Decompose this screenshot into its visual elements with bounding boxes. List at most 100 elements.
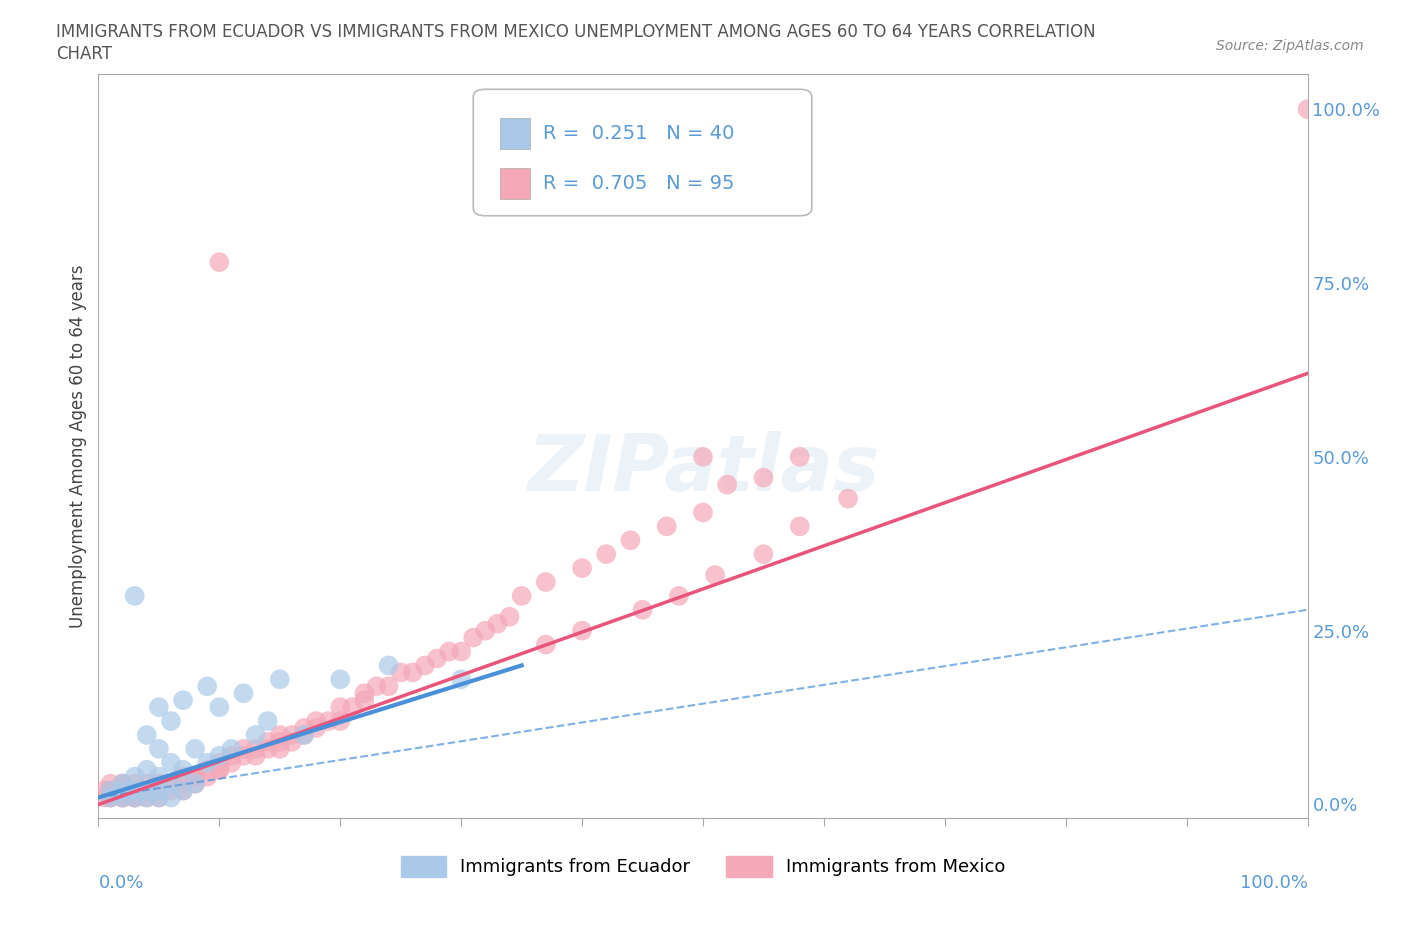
Point — [353, 685, 375, 700]
Point — [111, 783, 134, 798]
Point — [389, 665, 412, 680]
Point — [269, 735, 291, 750]
Point — [124, 783, 146, 798]
Point — [148, 769, 170, 784]
Point — [148, 741, 170, 756]
Point — [124, 790, 146, 805]
Point — [316, 713, 339, 728]
Point — [342, 699, 364, 714]
Point — [100, 783, 122, 798]
Text: ZIPatlas: ZIPatlas — [527, 431, 879, 507]
Point — [305, 721, 328, 736]
Point — [111, 790, 134, 805]
Point — [172, 777, 194, 791]
Point — [463, 631, 485, 645]
Point — [160, 790, 183, 805]
Point — [595, 547, 617, 562]
Point — [402, 665, 425, 680]
Point — [148, 777, 170, 791]
Point — [195, 679, 218, 694]
Point — [111, 783, 134, 798]
Point — [752, 547, 775, 562]
Point — [111, 777, 134, 791]
Point — [124, 777, 146, 791]
Point — [631, 603, 654, 618]
Point — [221, 749, 243, 764]
Point — [245, 749, 267, 764]
Point — [208, 763, 231, 777]
Point — [135, 783, 157, 798]
Point — [160, 777, 183, 791]
Point — [172, 769, 194, 784]
FancyBboxPatch shape — [474, 89, 811, 216]
Point — [269, 727, 291, 742]
Point — [184, 777, 207, 791]
Point — [498, 609, 520, 624]
Point — [184, 769, 207, 784]
Point — [93, 783, 115, 798]
Point — [305, 713, 328, 728]
Point — [160, 755, 183, 770]
Point — [329, 713, 352, 728]
Point — [148, 783, 170, 798]
Point — [752, 471, 775, 485]
Point — [135, 783, 157, 798]
Text: R =  0.705   N = 95: R = 0.705 N = 95 — [543, 174, 735, 193]
Text: IMMIGRANTS FROM ECUADOR VS IMMIGRANTS FROM MEXICO UNEMPLOYMENT AMONG AGES 60 TO : IMMIGRANTS FROM ECUADOR VS IMMIGRANTS FR… — [56, 23, 1095, 41]
Text: Source: ZipAtlas.com: Source: ZipAtlas.com — [1216, 39, 1364, 53]
FancyBboxPatch shape — [501, 118, 530, 149]
Point — [474, 623, 496, 638]
Point — [281, 735, 304, 750]
Point — [184, 741, 207, 756]
Point — [111, 777, 134, 791]
Point — [124, 769, 146, 784]
Point — [450, 644, 472, 659]
Point — [195, 763, 218, 777]
Point — [124, 790, 146, 805]
Point — [486, 617, 509, 631]
Point — [148, 699, 170, 714]
Point — [135, 777, 157, 791]
Point — [100, 783, 122, 798]
Point — [232, 741, 254, 756]
Point — [100, 777, 122, 791]
Point — [377, 658, 399, 673]
Point — [245, 727, 267, 742]
FancyBboxPatch shape — [501, 168, 530, 199]
Point — [135, 790, 157, 805]
Point — [245, 741, 267, 756]
Legend: Immigrants from Ecuador, Immigrants from Mexico: Immigrants from Ecuador, Immigrants from… — [394, 848, 1012, 884]
Point — [426, 651, 449, 666]
Point — [281, 727, 304, 742]
Point — [413, 658, 436, 673]
Point — [221, 755, 243, 770]
Point — [195, 755, 218, 770]
Point — [160, 777, 183, 791]
Point — [366, 679, 388, 694]
Point — [184, 769, 207, 784]
Text: CHART: CHART — [56, 45, 112, 62]
Point — [160, 783, 183, 798]
Point — [716, 477, 738, 492]
Point — [329, 699, 352, 714]
Point — [208, 755, 231, 770]
Point — [256, 713, 278, 728]
Point — [232, 685, 254, 700]
Point — [172, 693, 194, 708]
Point — [93, 790, 115, 805]
Point — [124, 790, 146, 805]
Point — [148, 783, 170, 798]
Point — [534, 637, 557, 652]
Point — [208, 749, 231, 764]
Point — [124, 589, 146, 604]
Point — [111, 790, 134, 805]
Point — [837, 491, 859, 506]
Point — [256, 741, 278, 756]
Point — [256, 735, 278, 750]
Point — [789, 449, 811, 464]
Point — [172, 763, 194, 777]
Point — [377, 679, 399, 694]
Point — [437, 644, 460, 659]
Point — [292, 721, 315, 736]
Y-axis label: Unemployment Among Ages 60 to 64 years: Unemployment Among Ages 60 to 64 years — [69, 265, 87, 628]
